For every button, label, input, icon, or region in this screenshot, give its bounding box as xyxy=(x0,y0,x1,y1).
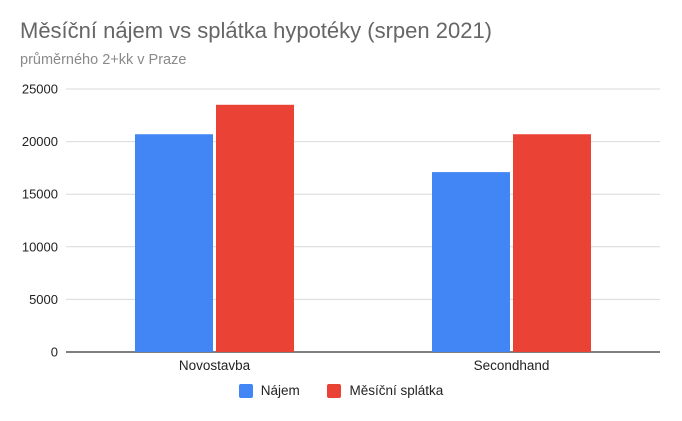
legend-label-najem: Nájem xyxy=(260,383,300,398)
y-tick-label: 20000 xyxy=(22,134,58,149)
legend-swatch-najem xyxy=(238,383,253,398)
chart-legend: Nájem Měsíční splátka xyxy=(0,383,682,401)
bar-najem-novostavba xyxy=(135,134,213,352)
chart-title: Měsíční nájem vs splátka hypotéky (srpen… xyxy=(20,18,493,43)
y-tick-label: 0 xyxy=(51,345,58,360)
x-category-label: Secondhand xyxy=(474,358,550,373)
y-tick-label: 25000 xyxy=(22,82,58,97)
bar-splatka-secondhand xyxy=(513,134,591,352)
legend-swatch-splatka xyxy=(327,383,342,398)
legend-item-splatka: Měsíční splátka xyxy=(327,383,443,398)
legend-label-splatka: Měsíční splátka xyxy=(349,383,444,398)
bar-najem-secondhand xyxy=(432,172,510,352)
bar-splatka-novostavba xyxy=(216,104,294,352)
chart-subtitle: průměrného 2+kk v Praze xyxy=(20,52,187,68)
y-tick-label: 5000 xyxy=(29,292,58,307)
x-category-label: Novostavba xyxy=(179,358,251,373)
legend-item-najem: Nájem xyxy=(238,383,300,398)
y-tick-label: 15000 xyxy=(22,187,58,202)
y-tick-label: 10000 xyxy=(22,239,58,254)
